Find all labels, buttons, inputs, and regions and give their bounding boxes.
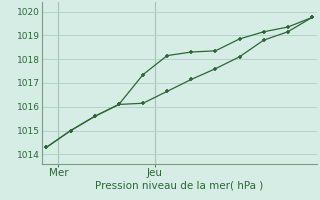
X-axis label: Pression niveau de la mer( hPa ): Pression niveau de la mer( hPa )	[95, 181, 263, 191]
